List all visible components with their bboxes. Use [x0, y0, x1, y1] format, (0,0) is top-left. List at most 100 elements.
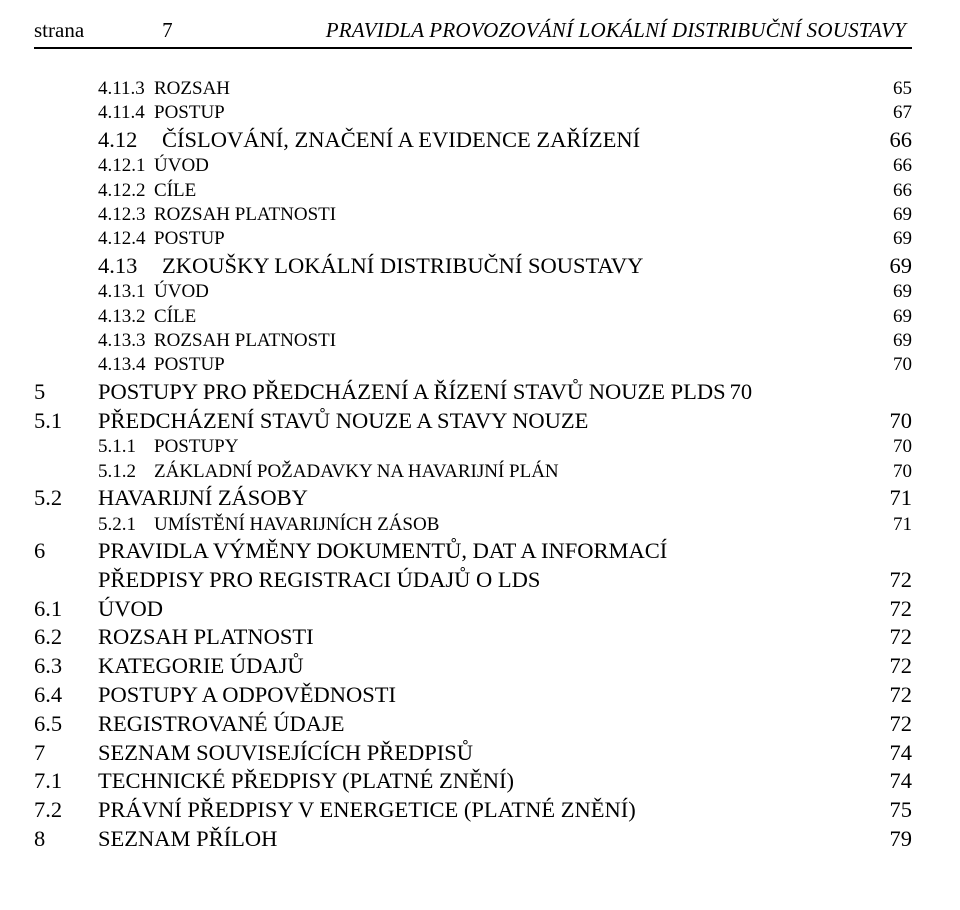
toc-entry-number: 4.12.4 [98, 227, 154, 251]
toc-entry-text: POSTUP [154, 227, 225, 251]
toc-entry: 4.11.4POSTUP 67 [34, 101, 912, 125]
toc-entry-page: 75 [886, 796, 913, 825]
toc-entry-number: 4.11.3 [98, 77, 154, 101]
toc-entry-page: 70 [889, 353, 912, 377]
toc-entry-page: 70 [886, 407, 913, 436]
toc-entry: 4.12.2CÍLE66 [34, 179, 912, 203]
toc-entry-number: 5.1.1 [98, 435, 154, 459]
toc-entry-page: 69 [889, 203, 912, 227]
toc-entry-text: ČÍSLOVÁNÍ, ZNAČENÍ A EVIDENCE ZAŘÍZENÍ [162, 126, 640, 155]
toc-entry-page: 67 [889, 101, 912, 125]
toc-entry-page: 70 [726, 378, 753, 407]
toc-entry-text: HAVARIJNÍ ZÁSOBY [98, 484, 308, 513]
toc-entry-text: ZKOUŠKY LOKÁLNÍ DISTRIBUČNÍ SOUSTAVY [162, 252, 643, 281]
toc-entry-text: TECHNICKÉ PŘEDPISY (PLATNÉ ZNĚNÍ) [98, 767, 514, 796]
toc-entry: 4.11.3ROZSAH65 [34, 77, 912, 101]
toc-entry-page: 70 [889, 460, 912, 484]
toc-entry-number: 4.13.2 [98, 305, 154, 329]
toc-entry-text: PŘEDCHÁZENÍ STAVŮ NOUZE A STAVY NOUZE [98, 407, 588, 436]
toc-entry: 5.1.2ZÁKLADNÍ POŽADAVKY NA HAVARIJNÍ PLÁ… [34, 460, 912, 484]
toc-entry-number: 7 [34, 739, 98, 768]
toc-entry-text: ÚVOD [154, 280, 209, 304]
toc-entry-text: ÚVOD [154, 154, 209, 178]
toc-entry: 6.5REGISTROVANÉ ÚDAJE 72 [34, 710, 912, 739]
toc-entry-page: 72 [886, 652, 913, 681]
header-page-number: 7 [162, 18, 173, 43]
toc-entry-text: KATEGORIE ÚDAJŮ [98, 652, 304, 681]
toc-entry: 6PRAVIDLA VÝMĚNY DOKUMENTŮ, DAT A INFORM… [34, 537, 912, 595]
toc-entry-page: 66 [889, 154, 912, 178]
header-left: strana 7 [34, 18, 173, 43]
toc-entry-text: POSTUPY [154, 435, 238, 459]
toc-entry-number: 5.2 [34, 484, 98, 513]
toc-entry-number: 7.2 [34, 796, 98, 825]
page-header: strana 7 PRAVIDLA PROVOZOVÁNÍ LOKÁLNÍ DI… [34, 18, 912, 49]
toc-entry: 7.1TECHNICKÉ PŘEDPISY (PLATNÉ ZNĚNÍ) 74 [34, 767, 912, 796]
toc-entry-page: 72 [886, 710, 913, 739]
toc-entry-number: 5.1 [34, 407, 98, 436]
toc-entry-text: POSTUP [154, 353, 225, 377]
toc-entry-page: 69 [889, 227, 912, 251]
toc-entry-text: ROZSAH [154, 77, 230, 101]
toc-entry-page: 71 [886, 484, 913, 513]
toc-entry-number: 6.4 [34, 681, 98, 710]
toc-entry-number: 4.13.1 [98, 280, 154, 304]
toc-entry: 5.1.1POSTUPY70 [34, 435, 912, 459]
toc-entry-text: CÍLE [154, 179, 196, 203]
toc-entry-number: 6 [34, 537, 98, 566]
toc-entry-page: 72 [886, 566, 913, 595]
toc-entry-number: 7.1 [34, 767, 98, 796]
toc-entry-number: 4.13.3 [98, 329, 154, 353]
toc-entry: 4.12.1ÚVOD 66 [34, 154, 912, 178]
toc-entry-number: 6.2 [34, 623, 98, 652]
toc-entry-number: 4.13.4 [98, 353, 154, 377]
toc-entry-text: POSTUPY PRO PŘEDCHÁZENÍ A ŘÍZENÍ STAVŮ N… [98, 378, 726, 407]
toc-entry: 6.2ROZSAH PLATNOSTI 72 [34, 623, 912, 652]
toc-entry: 6.3KATEGORIE ÚDAJŮ 72 [34, 652, 912, 681]
toc-entry: 5.2HAVARIJNÍ ZÁSOBY 71 [34, 484, 912, 513]
toc-entry-number: 4.12.1 [98, 154, 154, 178]
toc-entry-text: PRÁVNÍ PŘEDPISY V ENERGETICE (PLATNÉ ZNĚ… [98, 796, 636, 825]
toc-entry: 6.1ÚVOD72 [34, 595, 912, 624]
toc-entry-page: 74 [886, 767, 913, 796]
header-title: PRAVIDLA PROVOZOVÁNÍ LOKÁLNÍ DISTRIBUČNÍ… [326, 18, 906, 43]
toc-entry: 4.13.2CÍLE69 [34, 305, 912, 329]
toc-entry-text: POSTUP [154, 101, 225, 125]
toc-entry-text: SEZNAM PŘÍLOH [98, 825, 277, 854]
toc-entry-text: SEZNAM SOUVISEJÍCÍCH PŘEDPISŮ [98, 739, 473, 768]
toc-entry-number: 6.5 [34, 710, 98, 739]
toc-entry-page: 66 [886, 126, 913, 155]
toc-entry: 4.12.4POSTUP 69 [34, 227, 912, 251]
toc-entry-text: REGISTROVANÉ ÚDAJE [98, 710, 344, 739]
toc-entry-number: 5.1.2 [98, 460, 154, 484]
header-strana-label: strana [34, 18, 84, 43]
toc-entry-text: ROZSAH PLATNOSTI [98, 623, 314, 652]
toc-entry-number: 8 [34, 825, 98, 854]
toc-entry: 7.2PRÁVNÍ PŘEDPISY V ENERGETICE (PLATNÉ … [34, 796, 912, 825]
toc-entry: 5.1PŘEDCHÁZENÍ STAVŮ NOUZE A STAVY NOUZE… [34, 407, 912, 436]
toc-entry-page: 74 [886, 739, 913, 768]
toc-entry-page: 79 [886, 825, 913, 854]
toc-entry-text: ZÁKLADNÍ POŽADAVKY NA HAVARIJNÍ PLÁN [154, 460, 559, 484]
toc-entry-text: ÚVOD [98, 595, 163, 624]
toc-entry-page: 69 [886, 252, 913, 281]
toc-entry: 7SEZNAM SOUVISEJÍCÍCH PŘEDPISŮ 74 [34, 739, 912, 768]
table-of-contents: 4.11.3ROZSAH654.11.4POSTUP674.12ČÍSLOVÁN… [34, 77, 912, 854]
toc-entry-number: 6.3 [34, 652, 98, 681]
toc-entry-number: 4.11.4 [98, 101, 154, 125]
toc-entry-page: 69 [889, 329, 912, 353]
toc-entry-page: 69 [889, 305, 912, 329]
toc-entry-text: POSTUPY A ODPOVĚDNOSTI [98, 681, 396, 710]
toc-entry-page: 72 [886, 623, 913, 652]
toc-entry-text: ROZSAH PLATNOSTI [154, 329, 336, 353]
toc-entry: 4.13.3ROZSAH PLATNOSTI 69 [34, 329, 912, 353]
toc-entry-text: UMÍSTĚNÍ HAVARIJNÍCH ZÁSOB [154, 513, 439, 537]
toc-entry-page: 66 [889, 179, 912, 203]
toc-entry: 4.13.1ÚVOD69 [34, 280, 912, 304]
toc-entry: 4.13ZKOUŠKY LOKÁLNÍ DISTRIBUČNÍ SOUSTAVY… [34, 252, 912, 281]
toc-entry-text: PRAVIDLA VÝMĚNY DOKUMENTŮ, DAT A INFORMA… [98, 537, 667, 566]
toc-entry-text: ROZSAH PLATNOSTI [154, 203, 336, 227]
toc-entry-text: PŘEDPISY PRO REGISTRACI ÚDAJŮ O LDS [98, 566, 540, 595]
toc-entry-number: 4.12.3 [98, 203, 154, 227]
toc-entry: 5.2.1UMÍSTĚNÍ HAVARIJNÍCH ZÁSOB71 [34, 513, 912, 537]
